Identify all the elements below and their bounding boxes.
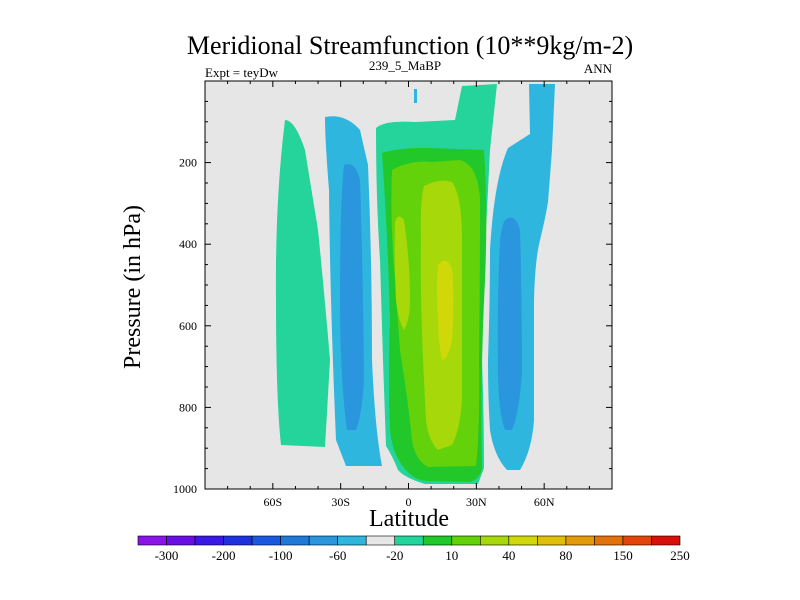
colorbar-label: 80 [559, 548, 572, 563]
colorbar-swatch [622, 535, 652, 546]
colorbar-label: -100 [269, 548, 293, 563]
axis-ticks: 60S 30S 0 30N 60N 200 400 600 800 1000 [173, 81, 612, 509]
colorbar: -300 -200 -100 -60 -20 10 40 80 150 250 [137, 535, 690, 563]
colorbar-swatch [308, 535, 338, 546]
colorbar-label: -20 [386, 548, 403, 563]
run-label: 239_5_MaBP [369, 58, 441, 73]
contour-regions [275, 84, 555, 484]
colorbar-swatch [651, 535, 681, 546]
colorbar-swatch [337, 535, 367, 546]
region-hadley-cell-150 [394, 180, 462, 450]
colorbar-swatch [280, 535, 310, 546]
y-tick-label: 1000 [173, 482, 197, 496]
colorbar-swatch [394, 535, 424, 546]
colorbar-swatch [365, 535, 396, 546]
colorbar-swatch [194, 535, 224, 546]
y-tick-label: 800 [179, 400, 197, 414]
colorbar-swatch [137, 535, 167, 546]
colorbar-swatch [223, 535, 253, 546]
season-label: ANN [584, 61, 613, 76]
colorbar-swatch [537, 535, 567, 546]
colorbar-swatch [251, 535, 281, 546]
y-tick-label: 400 [179, 237, 197, 251]
colorbar-swatch [422, 535, 453, 546]
experiment-label: Expt = teyDw [205, 65, 279, 80]
region-sh-ferrel-core [340, 164, 364, 430]
colorbar-label: 10 [445, 548, 458, 563]
y-tick-label: 600 [179, 319, 197, 333]
colorbar-swatch [594, 535, 624, 546]
y-axis-label: Pressure (in hPa) [120, 205, 146, 369]
x-axis-label: Latitude [369, 506, 449, 532]
colorbar-swatch [565, 535, 595, 546]
region-small-blip [414, 89, 417, 103]
colorbar-swatch [451, 535, 481, 546]
x-tick-label: 60N [534, 495, 555, 509]
y-tick-label: 200 [179, 156, 197, 170]
colorbar-swatch [166, 535, 196, 546]
colorbar-swatch [508, 535, 538, 546]
colorbar-label: -60 [329, 548, 346, 563]
chart-title: Meridional Streamfunction (10**9kg/m-2) [187, 31, 633, 60]
x-tick-label: 30N [466, 495, 487, 509]
region-hadley-cell-core [437, 260, 454, 360]
x-tick-label: 60S [263, 495, 282, 509]
colorbar-label: 150 [613, 548, 633, 563]
colorbar-label: -200 [212, 548, 236, 563]
colorbar-swatch [480, 535, 510, 546]
region-sh-outer-cell [275, 120, 330, 447]
x-tick-label: 0 [406, 495, 412, 509]
x-tick-label: 30S [331, 495, 350, 509]
colorbar-label: -300 [155, 548, 179, 563]
colorbar-label: 250 [670, 548, 690, 563]
colorbar-label: 40 [502, 548, 515, 563]
region-nh-ferrel-core [497, 217, 522, 430]
